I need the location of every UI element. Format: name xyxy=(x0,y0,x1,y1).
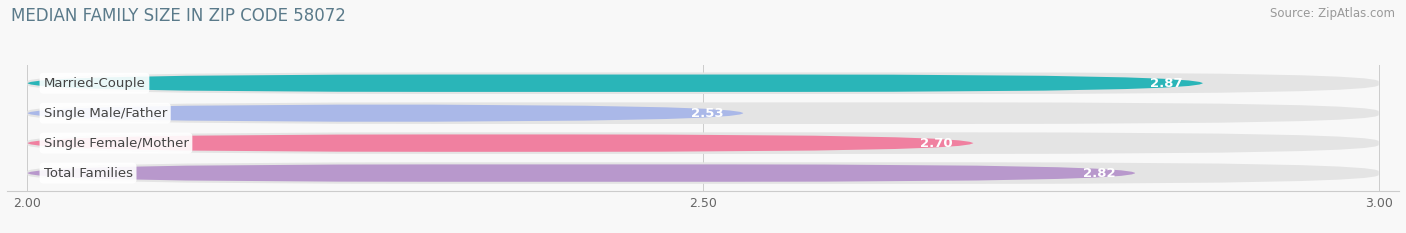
Text: Married-Couple: Married-Couple xyxy=(44,77,145,90)
Text: 2.87: 2.87 xyxy=(1150,77,1182,90)
FancyBboxPatch shape xyxy=(27,134,973,152)
Text: Source: ZipAtlas.com: Source: ZipAtlas.com xyxy=(1270,7,1395,20)
FancyBboxPatch shape xyxy=(27,72,1379,94)
Text: MEDIAN FAMILY SIZE IN ZIP CODE 58072: MEDIAN FAMILY SIZE IN ZIP CODE 58072 xyxy=(11,7,346,25)
FancyBboxPatch shape xyxy=(27,132,1379,154)
Text: 2.53: 2.53 xyxy=(690,107,723,120)
Text: Total Families: Total Families xyxy=(44,167,132,180)
Text: Single Male/Father: Single Male/Father xyxy=(44,107,167,120)
Text: 2.82: 2.82 xyxy=(1083,167,1115,180)
FancyBboxPatch shape xyxy=(27,102,1379,124)
FancyBboxPatch shape xyxy=(27,164,1136,182)
FancyBboxPatch shape xyxy=(27,162,1379,184)
FancyBboxPatch shape xyxy=(27,104,744,122)
Text: Single Female/Mother: Single Female/Mother xyxy=(44,137,188,150)
Text: 2.70: 2.70 xyxy=(921,137,953,150)
FancyBboxPatch shape xyxy=(27,75,1204,92)
